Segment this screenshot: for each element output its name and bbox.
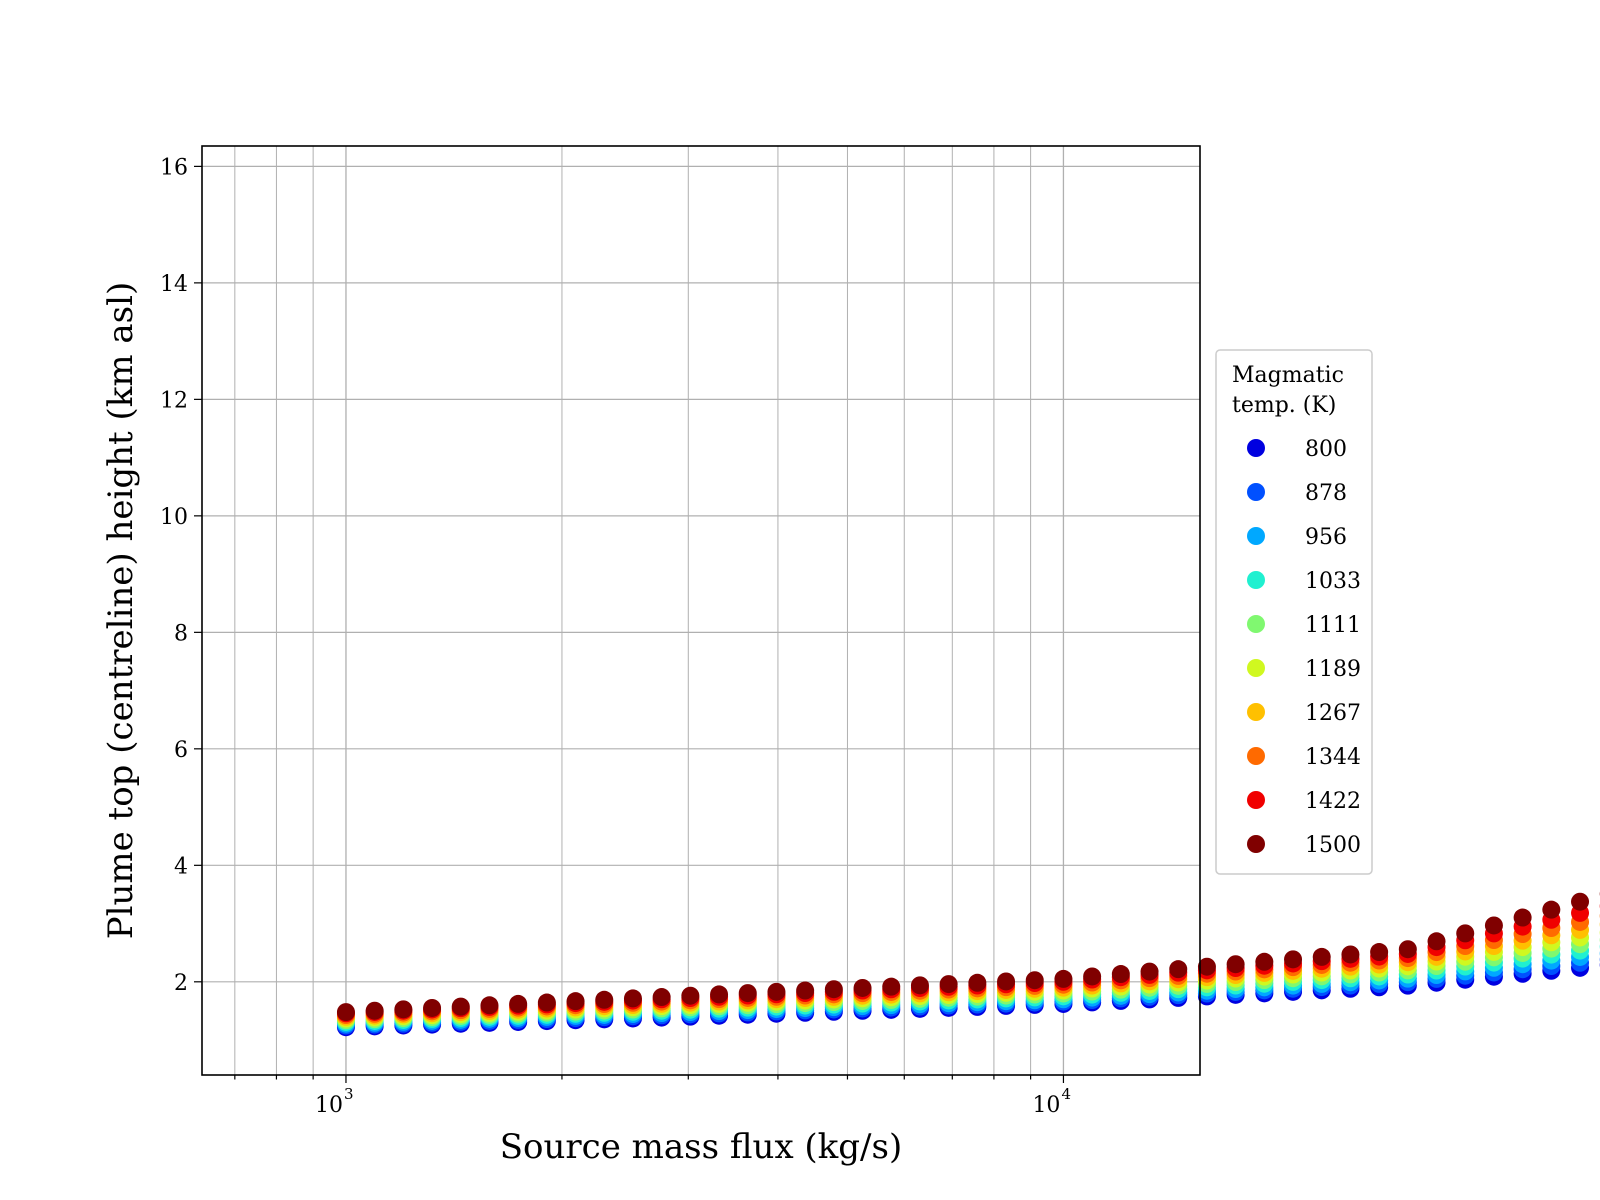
- legend-title-line1: Magmatic: [1232, 363, 1344, 388]
- legend-label: 1033: [1305, 569, 1361, 594]
- x-tick-label-exponent: 4: [1061, 1085, 1071, 1103]
- legend-entry: 878: [1247, 481, 1347, 506]
- legend-label: 1111: [1305, 613, 1361, 638]
- data-point: [1111, 965, 1130, 984]
- x-tick-label-exponent: 3: [344, 1085, 354, 1103]
- legend-marker: [1247, 747, 1265, 765]
- plot-area-frame: [201, 145, 1201, 1076]
- data-point: [1226, 955, 1245, 974]
- data-point: [1197, 957, 1216, 976]
- legend-label: 1267: [1305, 701, 1361, 726]
- y-tick-label: 10: [160, 505, 188, 530]
- data-point: [1054, 969, 1073, 988]
- y-tick-label: 12: [160, 388, 188, 413]
- y-tick-label: 8: [174, 621, 188, 646]
- legend-marker: [1247, 791, 1265, 809]
- axis-ticks: 246810121416103104105106107: [160, 155, 1071, 1118]
- legend-label: 1500: [1305, 833, 1361, 858]
- data-point: [997, 972, 1016, 991]
- data-point: [1456, 924, 1475, 943]
- legend-title-line2: temp. (K): [1232, 393, 1336, 418]
- data-point: [509, 994, 528, 1013]
- data-point: [336, 1003, 355, 1022]
- y-tick-label: 4: [174, 854, 188, 879]
- legend-label: 878: [1305, 481, 1347, 506]
- data-point: [1284, 950, 1303, 969]
- legend-entries: 800 878 956 1033 1111 1189 1267 1344 1422 1500: [1247, 437, 1361, 858]
- legend-label: 1344: [1305, 745, 1361, 770]
- data-point: [738, 984, 757, 1003]
- data-point: [710, 985, 729, 1004]
- data-point: [423, 998, 442, 1017]
- legend-label: 1189: [1305, 657, 1361, 682]
- data-point: [451, 997, 470, 1016]
- y-tick-label: 6: [174, 738, 188, 763]
- data-point: [1025, 971, 1044, 990]
- data-point: [652, 988, 671, 1007]
- data-point: [1427, 932, 1446, 951]
- data-point: [394, 1000, 413, 1019]
- legend-entry: 800: [1247, 437, 1347, 462]
- legend-entry: 1344: [1247, 745, 1361, 770]
- data-point: [1484, 916, 1503, 935]
- y-tick-label: 14: [160, 272, 188, 297]
- plot-points: [336, 891, 1600, 1037]
- legend-marker: [1247, 483, 1265, 501]
- data-point: [882, 977, 901, 996]
- y-tick-label: 16: [160, 155, 188, 180]
- data-point: [1370, 943, 1389, 962]
- legend-entry: 1422: [1247, 789, 1361, 814]
- data-point: [796, 981, 815, 1000]
- data-point: [681, 986, 700, 1005]
- data-point: [1169, 960, 1188, 979]
- x-tick-label-base: 10: [315, 1093, 343, 1118]
- data-point: [910, 976, 929, 995]
- data-point: [853, 978, 872, 997]
- data-point: [1571, 892, 1590, 911]
- data-point: [1312, 947, 1331, 966]
- legend-entry: 1033: [1247, 569, 1361, 594]
- data-point: [537, 993, 556, 1012]
- legend-label: 956: [1305, 525, 1347, 550]
- data-point: [1542, 900, 1561, 919]
- legend-label: 800: [1305, 437, 1347, 462]
- data-point: [365, 1001, 384, 1020]
- data-point: [1513, 908, 1532, 927]
- data-point: [1341, 945, 1360, 964]
- legend-entry: 1111: [1247, 613, 1361, 638]
- data-point: [939, 975, 958, 994]
- x-axis-title: Source mass flux (kg/s): [500, 1127, 902, 1167]
- legend-box: [1215, 349, 1373, 875]
- legend-marker: [1247, 659, 1265, 677]
- series-1500: [336, 891, 1600, 1022]
- legend-label: 1422: [1305, 789, 1361, 814]
- data-point: [968, 973, 987, 992]
- legend-entry: 956: [1247, 525, 1347, 550]
- data-point: [1140, 962, 1159, 981]
- data-point: [1255, 952, 1274, 971]
- data-point: [566, 992, 585, 1011]
- y-axis-title: Plume top (centreline) height (km asl): [101, 282, 141, 940]
- x-tick-label-base: 10: [1032, 1093, 1060, 1118]
- data-point: [623, 989, 642, 1008]
- legend-entry: 1267: [1247, 701, 1361, 726]
- legend-marker: [1247, 835, 1265, 853]
- data-point: [767, 982, 786, 1001]
- legend-entry: 1500: [1247, 833, 1361, 858]
- data-point: [595, 990, 614, 1009]
- y-tick-label: 2: [174, 971, 188, 996]
- data-point: [480, 996, 499, 1015]
- legend-marker: [1247, 703, 1265, 721]
- legend: Magmatic temp. (K) 800 878 956 1033 1111 1189…: [1215, 349, 1373, 875]
- data-point: [1398, 940, 1417, 959]
- legend-marker: [1247, 527, 1265, 545]
- legend-marker: [1247, 571, 1265, 589]
- grid-lines: [202, 146, 1200, 1075]
- data-point: [824, 980, 843, 999]
- data-point: [1083, 967, 1102, 986]
- legend-marker: [1247, 439, 1265, 457]
- legend-marker: [1247, 615, 1265, 633]
- legend-entry: 1189: [1247, 657, 1361, 682]
